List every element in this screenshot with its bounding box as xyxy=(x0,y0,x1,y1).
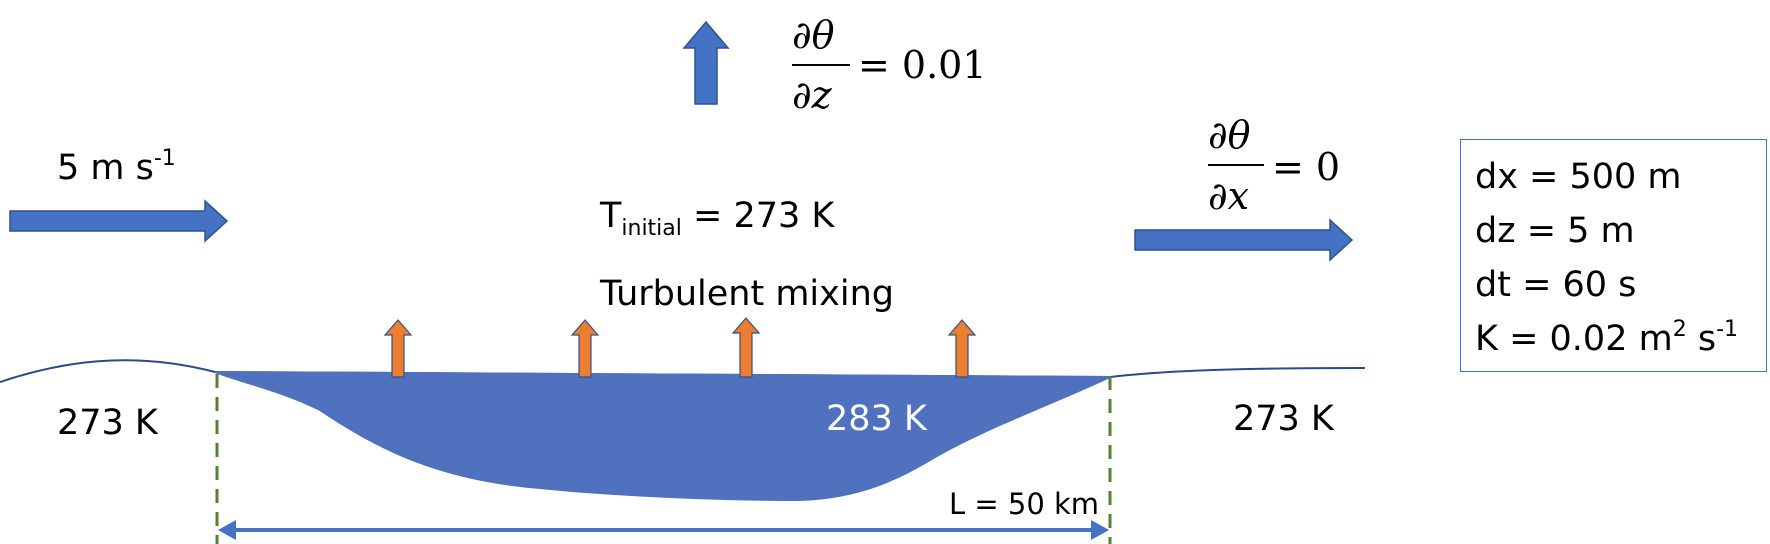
param-k-exponent-1: 2 xyxy=(1672,317,1687,342)
heat-flux-arrow-2-icon xyxy=(570,319,600,378)
horizontal-gradient-numerator: ∂θ xyxy=(1208,113,1251,157)
lake-body xyxy=(214,371,1111,502)
lake-length-label: L = 50 km xyxy=(949,487,1099,521)
horizontal-gradient-denominator: ∂x xyxy=(1208,174,1249,218)
outflow-arrow-icon xyxy=(1134,218,1354,262)
inflow-wind-arrow-icon xyxy=(9,199,229,243)
length-right-arrowhead-icon xyxy=(1091,520,1109,540)
initial-temperature-subscript: initial xyxy=(621,216,682,241)
upward-gradient-arrow-icon xyxy=(682,20,730,105)
param-dz: dz = 5 m xyxy=(1475,211,1635,251)
initial-temperature-label: Tinitial = 273 K xyxy=(600,196,835,240)
heat-flux-arrow-4-icon xyxy=(947,319,977,378)
vertical-gradient-value: = 0.01 xyxy=(858,43,987,87)
heat-flux-arrow-1-icon xyxy=(383,319,413,378)
initial-temperature-value: = 273 K xyxy=(681,196,835,236)
vertical-gradient-numerator: ∂θ xyxy=(792,13,835,57)
turbulent-mixing-label: Turbulent mixing xyxy=(599,274,894,314)
lake-temperature: 283 K xyxy=(826,399,928,439)
param-k-exponent-2: -1 xyxy=(1716,317,1738,342)
param-k-unit: s xyxy=(1686,319,1717,359)
param-dx: dx = 500 m xyxy=(1475,157,1682,197)
vertical-gradient-denominator: ∂z xyxy=(792,73,833,117)
right-land-temperature: 273 K xyxy=(1233,399,1335,439)
wind-speed-value: 5 m s xyxy=(57,148,154,188)
model-parameters-box: dx = 500 m dz = 5 m dt = 60 s K = 0.02 m… xyxy=(1460,139,1767,372)
param-k: K = 0.02 m2 s-1 xyxy=(1475,312,1766,366)
initial-temperature-symbol: T xyxy=(600,196,622,236)
horizontal-gradient-value: = 0 xyxy=(1272,145,1340,189)
wind-speed-label: 5 m s-1 xyxy=(57,146,176,189)
left-land-temperature: 273 K xyxy=(57,403,159,443)
param-dt: dt = 60 s xyxy=(1475,265,1637,305)
param-k-value: K = 0.02 m xyxy=(1475,319,1673,359)
heat-flux-arrow-3-icon xyxy=(731,317,761,378)
wind-speed-exponent: -1 xyxy=(153,146,176,171)
length-left-arrowhead-icon xyxy=(218,520,236,540)
